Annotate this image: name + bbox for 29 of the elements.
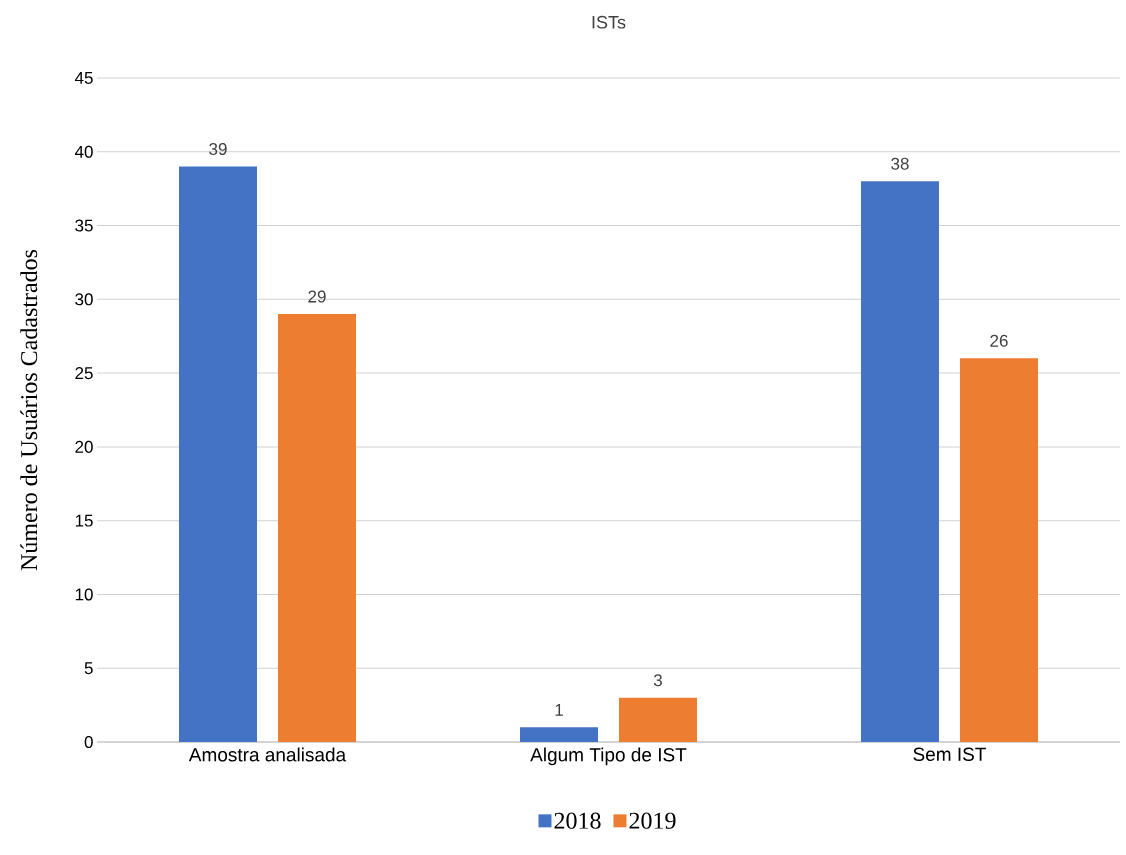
y-tick-label: 15 [75, 514, 93, 527]
y-axis-title: Número de Usuários Cadastrados [20, 249, 38, 571]
y-tick-label: 20 [75, 440, 93, 453]
y-tick-label: 35 [75, 219, 93, 232]
data-label: 29 [308, 290, 326, 303]
x-tick-label: Algum Tipo de IST [530, 747, 687, 766]
legend-label: 2018 [554, 812, 601, 829]
legend-label: 2019 [629, 812, 676, 829]
x-tick-label: Sem IST [913, 747, 986, 761]
data-label: 38 [891, 157, 909, 170]
y-tick-label: 25 [75, 367, 93, 380]
bar [860, 181, 939, 742]
bar [278, 314, 356, 742]
y-tick-label: 30 [75, 293, 93, 306]
y-tick-label: 5 [84, 662, 93, 675]
data-label: 3 [653, 674, 662, 687]
bar [519, 727, 598, 742]
bar [959, 358, 1038, 742]
y-tick-label: 45 [74, 72, 93, 84]
chart-title: ISTs [592, 15, 626, 29]
bar [618, 697, 697, 742]
bar [179, 166, 257, 742]
y-tick-label: 0 [84, 735, 93, 749]
data-label: 39 [209, 142, 227, 155]
x-tick-label: Amostra analisada [188, 747, 347, 762]
data-label: 1 [555, 704, 563, 716]
data-label: 26 [990, 334, 1008, 347]
y-tick-label: 10 [75, 588, 93, 601]
y-tick-label: 40 [74, 145, 93, 158]
